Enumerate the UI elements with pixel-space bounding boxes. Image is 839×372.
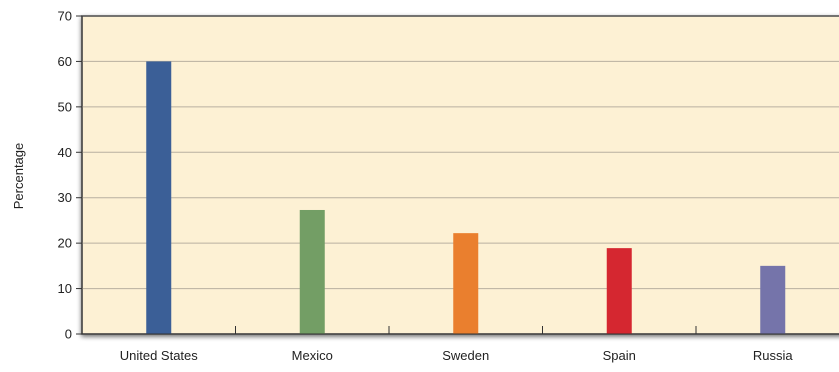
y-axis-title: Percentage: [11, 143, 26, 210]
axes: [76, 15, 839, 335]
x-category-label: Spain: [603, 348, 636, 363]
x-category-label: Sweden: [442, 348, 489, 363]
bar-russia: [760, 265, 786, 334]
x-category-label: Russia: [753, 348, 794, 363]
bar-mexico: [299, 209, 325, 334]
x-category-label: Mexico: [292, 348, 333, 363]
y-tick-label: 50: [58, 99, 72, 114]
bar-sweden: [453, 233, 479, 334]
bar-spain: [606, 248, 632, 334]
bar-united-states: [146, 61, 172, 335]
labels: 0 10 20 30 40 50 60 70 United States Mexico Sweden…: [58, 9, 794, 364]
y-tick-label: 40: [58, 145, 72, 160]
x-category-label: United States: [120, 348, 199, 363]
y-tick-label: 0: [65, 327, 72, 342]
y-tick-label: 60: [58, 54, 72, 69]
bars: [146, 61, 786, 335]
y-tick-label: 10: [58, 281, 72, 296]
y-tick-label: 20: [58, 236, 72, 251]
y-tick-label: 70: [58, 9, 72, 24]
y-tick-label: 30: [58, 190, 72, 205]
